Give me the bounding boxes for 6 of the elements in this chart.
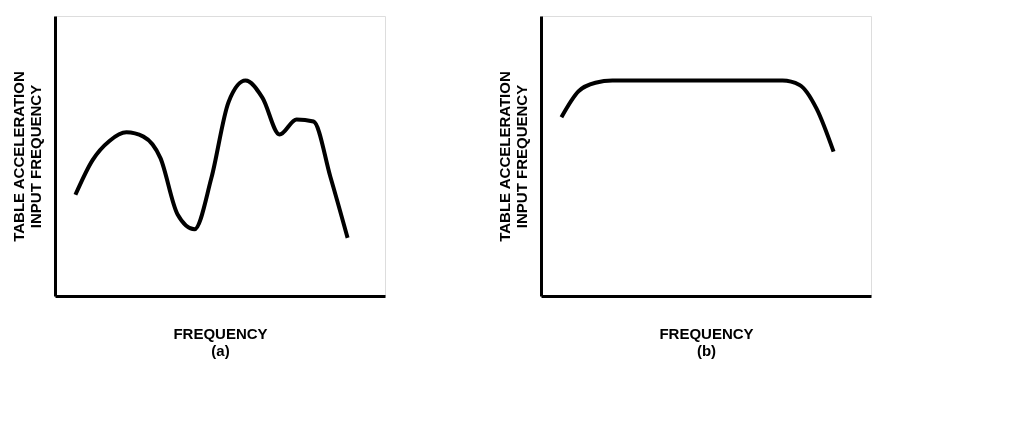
- text: (a): [211, 341, 230, 359]
- text: (b): [696, 341, 717, 359]
- y-axis-title: TABLE ACCELERATION INPUT FREQUENCY: [495, 71, 530, 242]
- x-axis-title: FREQUENCY: [173, 324, 268, 342]
- x-axis-title: FREQUENCY: [659, 324, 754, 342]
- y-axis-title: TABLE ACCELERATION INPUT FREQUENCY: [9, 71, 44, 242]
